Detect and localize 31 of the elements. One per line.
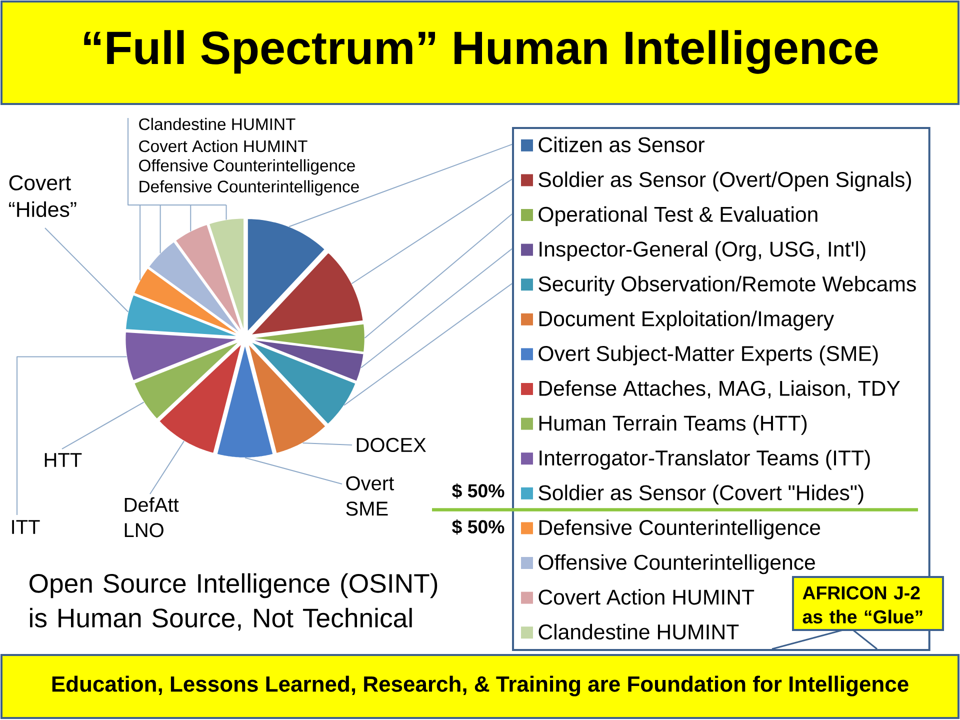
- chart-title: “Full Spectrum” Human Intelligence: [84, 30, 878, 74]
- text: $ 50%: [452, 483, 504, 499]
- legend-label: Clandestine HUMINT: [538, 624, 739, 640]
- legend-label: Offensive Counterintelligence: [538, 554, 815, 574]
- legend-label: Soldier as Sensor (Overt/Open Signals): [538, 171, 911, 192]
- legend-label: Security Observation/Remote Webcams: [538, 276, 916, 296]
- legend-label: Defense Attaches, MAG, Liaison, TDY: [539, 380, 900, 398]
- legend-label: Human Terrain Teams (HTT): [539, 415, 807, 435]
- legend-label: Interrogator-Translator Teams (ITT): [540, 450, 870, 470]
- legend-label: Document Exploitation/Imagery: [539, 310, 834, 331]
- text: $ 50%: [452, 519, 504, 535]
- text: HTT: [44, 453, 82, 467]
- legend-label: Citizen as Sensor: [538, 136, 704, 152]
- text: Defensive Counterintelligence: [140, 180, 359, 196]
- text: Open Source Intelligence (OSINT) is Human Source, Not Technical: [30, 573, 438, 631]
- text: Covert Action HUMINT: [139, 140, 308, 152]
- text: Clandestine HUMINT: [139, 118, 296, 130]
- text: ITT: [12, 520, 40, 534]
- legend-label: Overt Subject-Matter Experts (SME): [538, 345, 878, 366]
- legend-label: Covert Action HUMINT: [538, 589, 754, 605]
- text: DOCEX: [356, 438, 426, 452]
- legend-label: Defensive Counterintelligence: [539, 519, 820, 540]
- text: DefAtt LNO: [124, 497, 179, 538]
- text: Education, Lessons Learned, Research, & Training are Foundation for Intelligence: [52, 676, 908, 696]
- legend-label: Inspector-General (Org, USG, Int'l): [540, 241, 866, 261]
- legend-label: Operational Test & Evaluation: [538, 206, 818, 226]
- text: Covert “Hides”: [9, 175, 76, 218]
- text: AFRICON J-2 as the “Glue”: [802, 586, 922, 624]
- text: Overt SME: [346, 476, 394, 516]
- text: Offensive Counterintelligence: [139, 159, 355, 175]
- legend-label: Soldier as Sensor (Covert "Hides"): [538, 484, 864, 505]
